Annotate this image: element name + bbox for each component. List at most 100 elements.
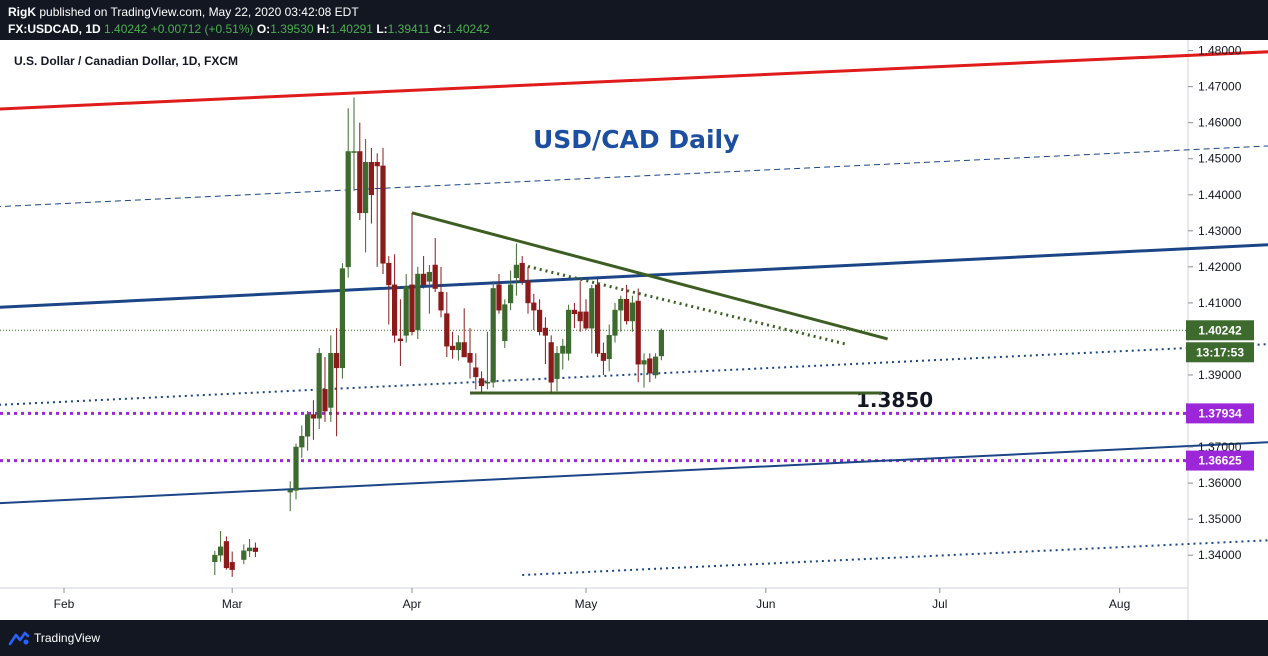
candle xyxy=(496,274,502,314)
candle xyxy=(502,299,508,348)
candle xyxy=(652,353,659,379)
candle-body xyxy=(583,311,589,329)
price-tick-label: 1.41000 xyxy=(1198,296,1242,310)
candle xyxy=(513,243,519,296)
level-label-1-36625: 1.36625 xyxy=(1198,454,1242,468)
candle xyxy=(554,346,560,392)
candle-body xyxy=(467,353,473,363)
candle xyxy=(606,324,612,372)
candle-body xyxy=(473,367,479,378)
candle-body xyxy=(426,271,433,282)
time-tick-label: Mar xyxy=(222,597,243,611)
candle xyxy=(490,281,496,388)
candle xyxy=(368,147,375,224)
candle xyxy=(507,270,514,311)
candle-body xyxy=(299,435,305,448)
candle xyxy=(629,295,635,332)
candle xyxy=(455,335,462,361)
publisher-name[interactable]: RigK xyxy=(8,5,36,19)
price-change: +0.00712 (+0.51%) xyxy=(150,22,254,36)
candle xyxy=(647,353,653,383)
chart-area[interactable]: U.S. Dollar / Canadian Dollar, 1D, FXCM … xyxy=(0,40,1268,620)
candle xyxy=(241,544,247,565)
published-text: published on TradingView.com, May 22, 20… xyxy=(39,5,359,19)
candle xyxy=(386,256,392,325)
candle-body xyxy=(403,286,409,336)
candles xyxy=(212,97,664,577)
candle xyxy=(635,288,641,383)
candle-body xyxy=(252,547,259,552)
blue-channel-mid-thick xyxy=(0,243,1268,309)
candle-body xyxy=(212,554,218,562)
candle-body xyxy=(600,353,606,361)
time-axis: Feb Mar Apr May Jun Jul Aug xyxy=(54,588,1130,611)
candle-body xyxy=(641,360,647,365)
candle xyxy=(409,212,415,336)
candle xyxy=(322,356,328,422)
candle-body xyxy=(247,547,253,552)
blue-channel-lower xyxy=(0,441,1268,505)
candle-body xyxy=(391,284,398,336)
trend-lines xyxy=(0,50,1268,576)
price-tick-label: 1.34000 xyxy=(1198,548,1242,562)
candle xyxy=(362,138,369,253)
countdown-label: 13:17:53 xyxy=(1196,345,1244,359)
time-tick-label: Feb xyxy=(54,597,75,611)
candle-body xyxy=(351,151,357,153)
level-label-1-37934: 1.37934 xyxy=(1198,406,1242,420)
candle-body xyxy=(432,264,438,289)
candle xyxy=(328,335,334,422)
candle-body xyxy=(386,262,392,286)
candle xyxy=(531,293,537,330)
last-price: 1.40242 xyxy=(104,22,148,36)
price-tick-label: 1.37000 xyxy=(1198,440,1242,454)
candle-body xyxy=(560,345,566,354)
price-tick-label: 1.43000 xyxy=(1198,224,1242,238)
candle xyxy=(438,266,444,318)
price-tick-label: 1.48000 xyxy=(1198,44,1242,58)
candle xyxy=(600,342,606,375)
candle-body xyxy=(577,311,583,322)
annotation-title: USD/CAD Daily xyxy=(533,125,739,154)
candle xyxy=(299,425,305,458)
candle-body xyxy=(310,414,317,419)
current-price-label: 1.40242 xyxy=(1198,323,1242,337)
candle xyxy=(339,263,346,379)
candle xyxy=(345,108,351,278)
candle-body xyxy=(629,302,635,322)
candle xyxy=(571,302,577,329)
candle-body xyxy=(328,353,334,408)
candle-body xyxy=(490,288,496,383)
publication-line: RigK published on TradingView.com, May 2… xyxy=(8,5,359,19)
candle-body xyxy=(316,353,322,419)
footer-brand[interactable]: TradingView xyxy=(34,631,101,645)
candle xyxy=(525,266,531,314)
candle-body xyxy=(380,165,386,264)
candle xyxy=(565,304,572,361)
candle xyxy=(473,353,479,390)
candle xyxy=(444,292,450,357)
candle-body xyxy=(554,353,560,379)
low-value: 1.39411 xyxy=(387,22,431,36)
candle xyxy=(420,256,427,289)
symbol-interval: FX:USDCAD, 1D xyxy=(8,22,101,36)
candle-body xyxy=(293,446,299,491)
tradingview-logo-icon[interactable] xyxy=(8,630,30,646)
candle xyxy=(218,531,224,562)
candle xyxy=(247,538,253,557)
candle xyxy=(484,331,491,390)
candle-body xyxy=(420,273,427,286)
candle xyxy=(623,284,630,325)
candle-body xyxy=(496,284,502,311)
candle xyxy=(658,328,664,361)
candle xyxy=(212,550,218,575)
candlestick-chart[interactable]: U.S. Dollar / Canadian Dollar, 1D, FXCM … xyxy=(0,40,1268,620)
candle xyxy=(333,328,340,437)
candle-body xyxy=(304,414,311,437)
candle-body xyxy=(525,280,531,304)
candle-body xyxy=(536,309,543,333)
level-badges: 1.37934 1.36625 xyxy=(1186,403,1254,471)
candle xyxy=(542,317,548,365)
candle xyxy=(252,542,259,557)
blue-channel-upper-dashed xyxy=(0,145,1268,208)
